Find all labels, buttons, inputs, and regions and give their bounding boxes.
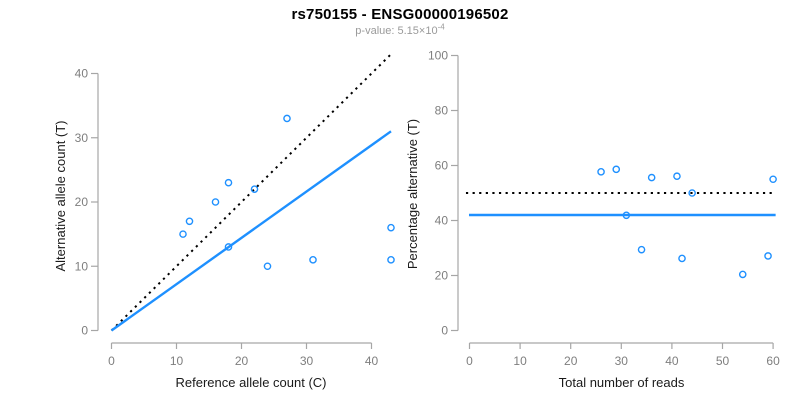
x-tick-label: 60 (766, 354, 780, 368)
x-tick-label: 30 (300, 354, 314, 368)
data-point (185, 217, 194, 226)
pvalue-exponent: -4 (437, 22, 445, 32)
x-tick-label: 40 (365, 354, 379, 368)
data-point (647, 173, 656, 182)
x-tick-label: 0 (108, 354, 115, 368)
x-axis-title: Reference allele count (C) (175, 375, 326, 390)
percentage-scatter: 0 20 40 60 80 100 0 10 20 30 40 50 60 Total number of… (405, 49, 780, 390)
figure-title: rs750155 - ENSG00000196502 (291, 6, 509, 23)
x-tick-label: 50 (716, 354, 730, 368)
x-tick-label: 20 (235, 354, 249, 368)
data-point (637, 245, 646, 254)
y-tick-label: 10 (75, 259, 89, 273)
data-point (250, 185, 259, 193)
y-tick-label: 40 (435, 214, 449, 228)
y-tick-label: 100 (428, 49, 448, 63)
data-point (224, 243, 233, 251)
y-axis-title: Alternative allele count (T) (53, 120, 68, 271)
x-tick-label: 10 (513, 354, 527, 368)
data-point (678, 254, 686, 263)
data-point (309, 256, 317, 264)
figure-subtitle: p-value: 5.15×10-4 (0, 22, 800, 37)
fit-line (110, 130, 392, 332)
x-tick-label: 20 (564, 354, 578, 368)
data-point (387, 223, 395, 232)
allele-count-scatter: 0 10 20 30 40 0 10 20 30 40 Reference allele count… (53, 52, 395, 390)
x-axis-title: Total number of reads (559, 375, 685, 390)
y-tick-label: 80 (435, 104, 449, 118)
data-point (764, 252, 772, 260)
data-point (673, 172, 681, 181)
pvalue-text: p-value: 5.15×10 (355, 25, 438, 37)
y-tick-label: 30 (75, 131, 89, 145)
data-point (738, 270, 747, 279)
data-point (597, 168, 605, 176)
x-tick-label: 40 (665, 354, 679, 368)
data-point (688, 189, 696, 197)
x-tick-label: 30 (615, 354, 629, 368)
data-point (263, 262, 272, 271)
data-point (622, 211, 631, 220)
data-point (387, 256, 395, 264)
y-tick-label: 60 (435, 159, 449, 173)
data-point (211, 198, 220, 206)
y-tick-label: 20 (75, 195, 89, 209)
y-tick-label: 20 (435, 269, 449, 283)
x-tick-label: 10 (170, 354, 184, 368)
data-point (769, 175, 777, 184)
y-tick-label: 0 (441, 324, 448, 338)
data-point (224, 178, 233, 187)
data-point (179, 230, 187, 238)
x-tick-label: 0 (466, 354, 473, 368)
y-tick-label: 40 (75, 67, 89, 81)
data-point (283, 114, 291, 123)
data-point (612, 165, 621, 174)
y-tick-label: 0 (81, 324, 88, 338)
y-axis-title: Percentage alternative (T) (405, 119, 420, 269)
